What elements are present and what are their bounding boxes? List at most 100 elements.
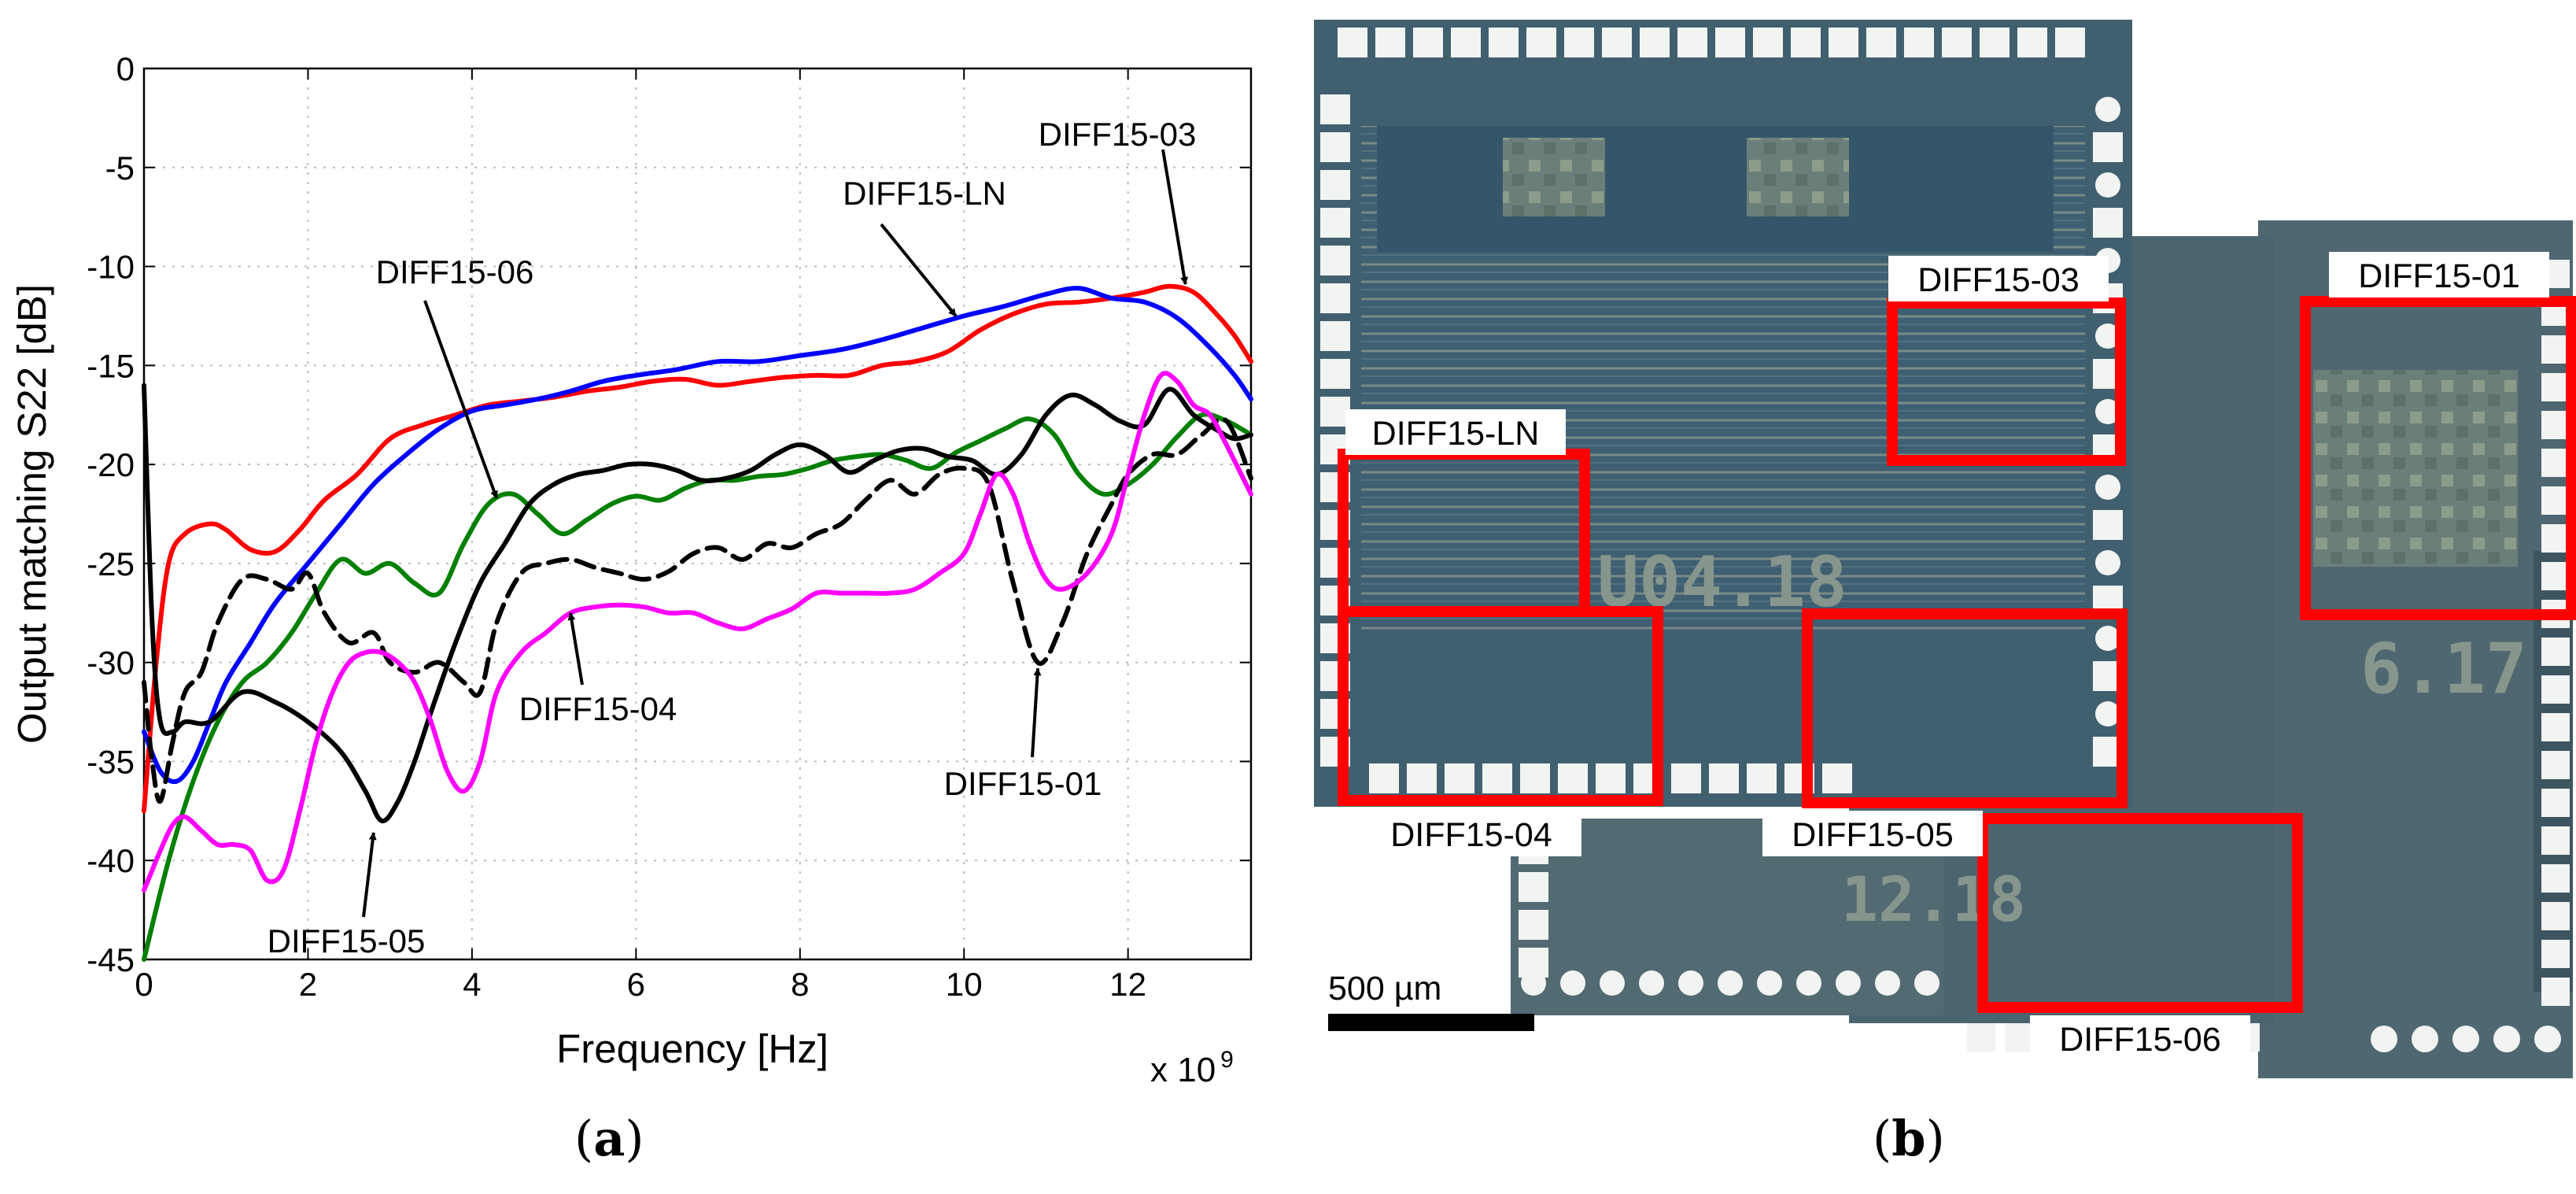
- bond-pad: [1375, 28, 1405, 57]
- caption-a-letter: a: [593, 1110, 626, 1167]
- bond-pad: [1596, 763, 1626, 793]
- annotation-arrow: [423, 300, 499, 499]
- bond-pad: [1822, 763, 1852, 793]
- x-tick-label: 10: [946, 966, 983, 1003]
- bond-pad: [2541, 524, 2570, 553]
- die-transistor-block: [2313, 370, 2518, 567]
- series-line-diff15-03: [142, 283, 1253, 814]
- chip-marking: 12.18: [1841, 865, 2026, 936]
- bond-pad: [2541, 411, 2570, 439]
- highlight-diff15-01: [2300, 296, 2576, 620]
- region-label-text: DIFF15-03: [1917, 261, 2080, 299]
- annotation-arrow: [880, 223, 958, 317]
- bond-pad: [2093, 208, 2123, 238]
- bond-pad: [2541, 335, 2570, 364]
- bond-pad: [2055, 28, 2085, 57]
- y-tick-label: -30: [87, 645, 135, 682]
- highlight-diff15-05: [1802, 608, 2128, 808]
- plot-frame: [142, 67, 1253, 961]
- scale-bar-label: 500 µm: [1328, 970, 1441, 1007]
- series-line-diff15-05: [142, 383, 1253, 823]
- s22-chart: 0 2 4 6 8 10 12 0 -5 -10 -15 -20 -25 -30 -35 -40 -45 DIF…: [9, 50, 1253, 1086]
- bond-pad: [2493, 1026, 2520, 1052]
- bond-pad: [2541, 789, 2570, 817]
- annotation-arrow: [1161, 149, 1189, 286]
- bond-pad: [1796, 970, 1821, 996]
- bond-pad: [1791, 28, 1821, 57]
- bond-pad: [1560, 970, 1585, 996]
- bond-pad: [1519, 872, 1548, 902]
- bond-pad: [1875, 970, 1900, 996]
- caption-a: (a): [574, 1110, 644, 1167]
- bond-pad: [1320, 321, 1350, 351]
- x-multiplier-exponent: 9: [1220, 1047, 1234, 1073]
- x-tick-label: 8: [791, 966, 809, 1003]
- x-tick-label: 12: [1109, 966, 1146, 1003]
- highlight-diff15-04: [1338, 606, 1663, 806]
- bond-pad: [2541, 486, 2570, 515]
- series-line-diff15-04: [142, 416, 1253, 804]
- caption-a-close: ): [625, 1110, 644, 1167]
- bond-pad: [1320, 246, 1350, 275]
- bond-pad: [2541, 638, 2570, 666]
- chip-micrograph: U04.18 6.17 12.18 DIFF15-03 DIFF15-01 DI…: [1314, 20, 2576, 1078]
- annotation-label: DIFF15-03: [1039, 116, 1197, 153]
- region-label-text: DIFF15-05: [1792, 816, 1954, 854]
- caption-b: (b): [1873, 1110, 1945, 1167]
- bond-pad: [2095, 475, 2120, 500]
- bond-pad: [2093, 132, 2123, 162]
- x-axis-label: Frequency [Hz]: [556, 1026, 829, 1071]
- annotation-label: DIFF15-01: [944, 765, 1102, 802]
- die-transistor-block: [1503, 138, 1605, 216]
- bond-pad: [2541, 562, 2570, 590]
- caption-b-letter: b: [1891, 1110, 1926, 1167]
- bond-pad: [1829, 28, 1858, 57]
- bond-pad: [2541, 978, 2570, 1006]
- bond-pad: [2095, 626, 2120, 651]
- x-tick-label: 6: [627, 966, 645, 1003]
- scale-bar: [1328, 1014, 1534, 1031]
- bond-pad: [1715, 28, 1745, 57]
- x-tick-label: 0: [135, 966, 153, 1003]
- bond-pad: [1640, 28, 1670, 57]
- annotations: DIFF15-03 DIFF15-LN DIFF15-06 DIFF15-04 DIFF…: [268, 116, 1197, 959]
- caption-a-open: (: [574, 1110, 594, 1167]
- bond-pad: [2541, 864, 2570, 893]
- chip-marking: 6.17: [2360, 628, 2527, 709]
- bond-pad: [2541, 713, 2570, 741]
- x-multiplier-base: x 10: [1150, 1051, 1216, 1086]
- annotation-arrow: [362, 832, 377, 918]
- bond-pad: [2534, 1026, 2561, 1052]
- bond-pad: [2541, 675, 2570, 704]
- bond-pad: [1718, 970, 1743, 996]
- bond-pad: [1836, 970, 1861, 996]
- bond-pad: [1677, 28, 1707, 57]
- bond-pad: [1526, 28, 1556, 57]
- axis-ticks: 0 2 4 6 8 10 12 0 -5 -10 -15 -20 -25 -30 -35 -40 -45: [87, 50, 1251, 1003]
- bond-pad: [1678, 970, 1703, 996]
- series-line-diff15-06: [142, 412, 1253, 962]
- caption-b-close: ): [1925, 1110, 1945, 1167]
- annotation-label: DIFF15-LN: [843, 175, 1006, 212]
- highlight-diff15-03: [1887, 298, 2126, 466]
- region-label: DIFF15-04: [1361, 811, 1581, 856]
- bond-pad: [1558, 763, 1588, 793]
- bond-pad: [2017, 28, 2047, 57]
- y-tick-label: -35: [87, 743, 135, 780]
- y-tick-label: -10: [87, 249, 135, 286]
- y-tick-label: -15: [87, 347, 135, 384]
- bond-pad: [1942, 28, 1972, 57]
- bond-pad: [1914, 970, 1939, 996]
- highlight-diff15-06: [1977, 813, 2303, 1013]
- region-label: DIFF15-03: [1888, 256, 2109, 301]
- series-line-diff15-ln: [142, 286, 1253, 785]
- y-tick-label: -45: [87, 941, 135, 978]
- x-tick-label: 4: [463, 966, 481, 1003]
- region-label: DIFF15-06: [2030, 1015, 2250, 1061]
- y-tick-label: 0: [116, 50, 135, 87]
- die-transistor-block: [1747, 138, 1849, 216]
- bond-pad: [1709, 763, 1739, 793]
- bond-pad: [2541, 373, 2570, 401]
- bond-pad: [2095, 172, 2120, 198]
- bond-pad: [2095, 550, 2120, 575]
